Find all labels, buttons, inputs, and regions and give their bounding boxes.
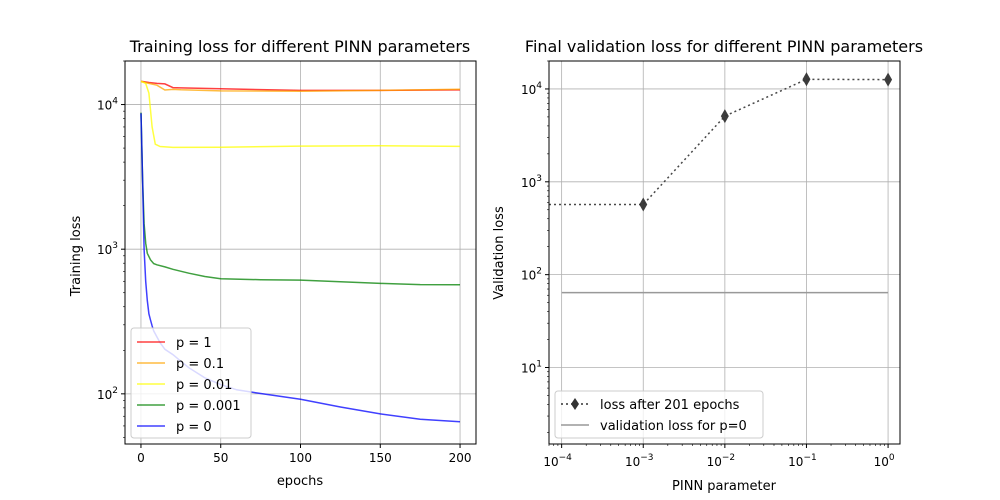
legend-label-2: p = 0.01 bbox=[176, 378, 232, 393]
series-line-2 bbox=[140, 80, 461, 149]
y-tick-label: 102 bbox=[521, 267, 542, 283]
x-tick-label: 200 bbox=[449, 451, 472, 465]
y-axis-label: Training loss bbox=[69, 216, 84, 298]
x-axis-label: epochs bbox=[277, 474, 324, 489]
legend-label-4: p = 0 bbox=[176, 420, 212, 435]
chart-title: Final validation loss for different PINN… bbox=[525, 37, 923, 56]
legend-box bbox=[130, 327, 252, 439]
validation-loss-chart: Final validation loss for different PINN… bbox=[492, 37, 923, 494]
x-tick-label: 10−2 bbox=[707, 453, 736, 469]
training-loss-chart: Training loss for different PINN paramet… bbox=[69, 37, 477, 489]
series-line-3 bbox=[140, 112, 461, 286]
y-tick-label: 103 bbox=[521, 174, 542, 190]
legend-marker-0 bbox=[571, 398, 579, 410]
legend-label-1: validation loss for p=0 bbox=[600, 419, 747, 434]
legend-label-3: p = 0.001 bbox=[176, 399, 241, 414]
legend-box bbox=[554, 390, 764, 439]
x-tick-label: 100 bbox=[289, 451, 312, 465]
y-tick-label: 103 bbox=[97, 241, 118, 257]
x-tick-label: 50 bbox=[213, 451, 228, 465]
x-tick-label: 150 bbox=[369, 451, 392, 465]
loss-marker-1 bbox=[720, 109, 729, 124]
loss-marker-3 bbox=[884, 72, 893, 87]
x-axis-label: PINN parameter bbox=[672, 479, 777, 494]
x-tick-label: 10−3 bbox=[625, 453, 654, 469]
y-tick-label: 104 bbox=[521, 81, 542, 97]
x-tick-label: 10−1 bbox=[788, 453, 817, 469]
x-tick-label: 10−4 bbox=[543, 453, 572, 469]
legend-label-0: loss after 201 epochs bbox=[600, 398, 740, 413]
series-line-1 bbox=[140, 80, 461, 92]
y-axis-label: Validation loss bbox=[492, 206, 507, 300]
loss-line bbox=[549, 78, 889, 206]
loss-marker-2 bbox=[802, 72, 811, 87]
loss-marker-0 bbox=[639, 197, 648, 212]
chart-title: Training loss for different PINN paramet… bbox=[129, 37, 471, 56]
y-tick-label: 104 bbox=[97, 97, 118, 113]
legend-label-1: p = 0.1 bbox=[176, 357, 224, 372]
x-tick-label: 0 bbox=[137, 451, 145, 465]
y-tick-label: 101 bbox=[521, 360, 542, 376]
x-tick-label: 100 bbox=[874, 453, 895, 469]
legend-label-0: p = 1 bbox=[176, 336, 212, 351]
y-tick-label: 102 bbox=[97, 386, 118, 402]
